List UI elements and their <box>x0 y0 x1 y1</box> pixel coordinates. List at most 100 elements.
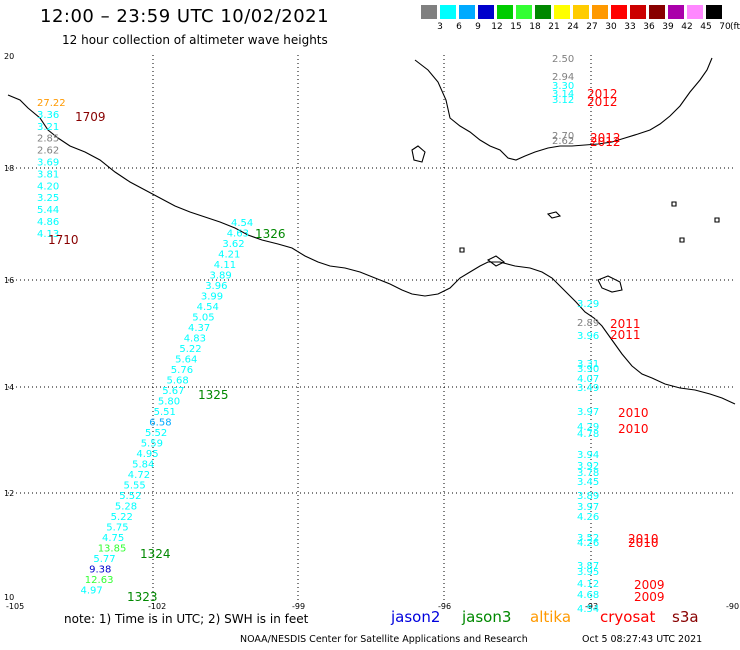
wave-height-value: 3.92 <box>577 461 599 472</box>
wave-height-value: 4.13 <box>37 229 59 240</box>
lon-label: -96 <box>438 602 451 611</box>
lon-label: -105 <box>6 602 24 611</box>
pass-time-label: 2012 <box>587 87 618 101</box>
wave-height-value: 3.87 <box>577 561 599 572</box>
wave-height-value: 3.49 <box>577 383 599 394</box>
wave-height-value: 2.89 <box>577 318 599 329</box>
lat-label: 16 <box>4 276 14 285</box>
wave-height-value: 3.78 <box>577 468 599 479</box>
scale-swatch <box>687 5 703 19</box>
wave-height-value: 4.26 <box>577 538 599 549</box>
grid-labels: -105 -102 -99 -96 -93 -90 20 18 16 14 12 10 <box>4 52 739 611</box>
wave-height-value: 4.68 <box>577 590 599 601</box>
wave-height-value: 6.58 <box>149 418 171 429</box>
scale-swatch <box>478 5 494 19</box>
satellite-cryosat: cryosat <box>600 608 656 626</box>
wave-height-value: 5.52 <box>119 491 141 502</box>
wave-height-value: 5.05 <box>192 313 214 324</box>
satellite-altika: altika <box>530 608 572 626</box>
wave-height-value: 3.96 <box>577 331 599 342</box>
wave-height-value: 5.59 <box>141 439 163 450</box>
wave-height-value: 4.12 <box>577 579 599 590</box>
wave-height-value: 3.14 <box>552 89 574 100</box>
wave-height-value: 2.62 <box>552 136 574 147</box>
scale-swatch <box>497 5 513 19</box>
lat-label: 18 <box>4 164 14 173</box>
lat-label: 14 <box>4 383 14 392</box>
wave-height-value: 3.90 <box>577 364 599 375</box>
scale-label: 6 <box>456 22 462 32</box>
wave-height-value: 5.76 <box>171 365 193 376</box>
scale-label: 12 <box>491 22 503 32</box>
wave-height-value: 5.51 <box>154 407 176 418</box>
wave-height-value: 4.26 <box>577 512 599 523</box>
pass-time-label: 2011 <box>610 317 641 331</box>
wave-height-value: 4.95 <box>136 449 158 460</box>
scale-label: 36 <box>643 22 655 32</box>
satellite-s3a: s3a <box>672 608 699 626</box>
scale-swatch <box>611 5 627 19</box>
wave-height-value: 5.55 <box>124 481 146 492</box>
wave-height-value: 4.37 <box>188 323 210 334</box>
scale-swatch <box>630 5 646 19</box>
scale-label: 33 <box>624 22 636 32</box>
wave-height-value: 5.52 <box>145 428 167 439</box>
wave-height-value: 3.29 <box>577 299 599 310</box>
wave-height-value: 3.97 <box>577 407 599 418</box>
wave-height-value: 5.84 <box>132 460 154 471</box>
pass-time-label: 1709 <box>75 110 106 124</box>
lon-label: -93 <box>585 602 598 611</box>
scale-label: 24 <box>567 22 579 32</box>
wave-height-value: 5.75 <box>106 523 128 534</box>
pass-time-label: 2012 <box>590 135 621 149</box>
footer-credit: NOAA/NESDIS Center for Satellite Applica… <box>240 634 528 645</box>
wave-height-value: 2.94 <box>552 72 574 83</box>
scale-label: 15 <box>510 22 522 32</box>
wave-height-value: 3.21 <box>37 122 59 133</box>
wave-height-value: 3.36 <box>37 110 59 121</box>
wave-height-value: 3.62 <box>222 239 244 250</box>
wave-height-value: 4.63 <box>227 229 249 240</box>
wave-height-value: 3.89 <box>577 491 599 502</box>
scale-swatch <box>459 5 475 19</box>
wave-height-value: 4.54 <box>197 302 219 313</box>
wave-height-value: 5.22 <box>111 512 133 523</box>
lat-label: 12 <box>4 489 14 498</box>
scale-label: 30 <box>605 22 617 32</box>
satellite-jason3: jason3 <box>462 608 512 626</box>
wave-height-value: 5.22 <box>179 344 201 355</box>
footer-timestamp: Oct 5 08:27:43 UTC 2021 <box>582 634 703 645</box>
lat-label: 20 <box>4 52 14 61</box>
wave-height-value: 4.86 <box>37 217 59 228</box>
wave-height-value: 2.62 <box>37 146 59 157</box>
scale-label: 39 <box>662 22 674 32</box>
scale-label: 3 <box>437 22 443 32</box>
wave-height-value: 3.31 <box>577 359 599 370</box>
scale-label: 9 <box>475 22 481 32</box>
wave-height-value: 9.38 <box>89 565 111 576</box>
scale-label: 27 <box>586 22 598 32</box>
scale-swatch <box>668 5 684 19</box>
scale-swatch <box>592 5 608 19</box>
scale-swatch <box>706 5 722 19</box>
pass-time-label: 2009 <box>634 578 665 592</box>
coastline <box>7 57 736 405</box>
scale-label: 70 <box>719 22 731 32</box>
wave-height-value: 5.64 <box>175 355 197 366</box>
scale-swatch <box>535 5 551 19</box>
scale-swatch <box>573 5 589 19</box>
scale-label: 45 <box>700 22 712 32</box>
wave-height-value: 3.69 <box>37 158 59 169</box>
wave-height-value: 5.68 <box>167 376 189 387</box>
lon-label: -90 <box>726 602 739 611</box>
wave-height-value: 5.28 <box>115 502 137 513</box>
wave-height-value: 27.22 <box>37 98 66 109</box>
pass-time-label: 2010 <box>618 406 649 420</box>
wave-height-value: 4.75 <box>102 533 124 544</box>
scale-label: 21 <box>548 22 560 32</box>
scale-swatch <box>421 5 437 19</box>
wave-height-value: 3.30 <box>552 81 574 92</box>
scale-unit: (ft) <box>730 22 740 32</box>
pass-time-label: 2009 <box>634 590 665 604</box>
